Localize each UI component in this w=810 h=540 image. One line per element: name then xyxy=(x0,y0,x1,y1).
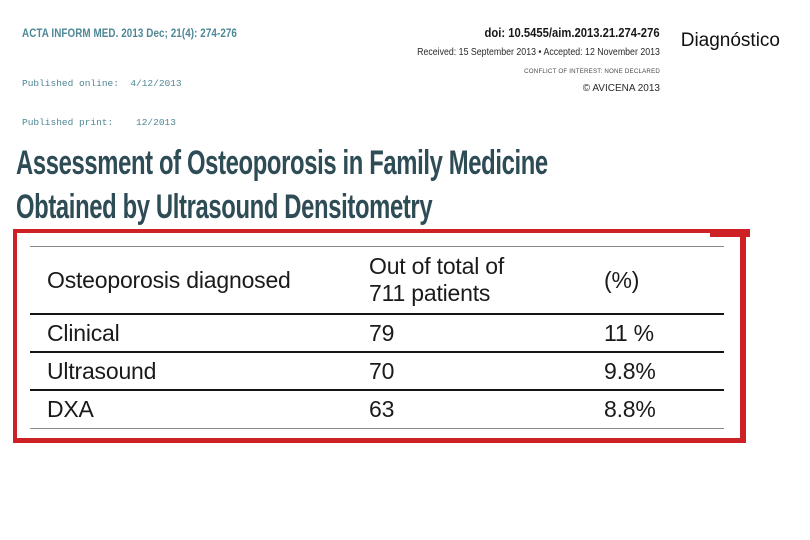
annotation-red-box: Osteoporosis diagnosed Out of total of 7… xyxy=(13,229,750,443)
row-count: 79 xyxy=(369,319,395,346)
published-print-line: Published print: 12/2013 xyxy=(22,117,176,128)
article-title-line2: Obtained by Ultrasound Densitometry xyxy=(16,188,433,226)
published-online-line: Published online: 4/12/2013 xyxy=(22,78,182,89)
annotation-red-box-notch xyxy=(710,229,750,237)
row-percent: 9.8% xyxy=(604,357,656,384)
row-count: 63 xyxy=(369,396,395,422)
journal-citation: ACTA INFORM MED. 2013 Dec; 21(4): 274-27… xyxy=(22,26,237,40)
results-table: Osteoporosis diagnosed Out of total of 7… xyxy=(30,246,724,429)
article-title: Assessment of Osteoporosis in Family Med… xyxy=(16,141,776,229)
journal-header-right: doi: 10.5455/aim.2013.21.274-276 Receive… xyxy=(360,24,660,96)
table-row-ultrasound: Ultrasound 70 9.8% xyxy=(30,353,724,391)
header-cell-total: Out of total of 711 patients xyxy=(369,253,505,306)
journal-header-left: ACTA INFORM MED. 2013 Dec; 21(4): 274-27… xyxy=(22,24,284,155)
header-cell-diagnosed: Osteoporosis diagnosed xyxy=(47,266,291,293)
received-accepted-line: Received: 15 September 2013 • Accepted: … xyxy=(417,47,660,58)
header-cell-percent: (%) xyxy=(604,266,640,293)
copyright-line: © AVICENA 2013 xyxy=(582,83,660,94)
table-header-row: Osteoporosis diagnosed Out of total of 7… xyxy=(30,246,724,315)
table-row-clinical: Clinical 79 11 % xyxy=(30,315,724,353)
doi-line: doi: 10.5455/aim.2013.21.274-276 xyxy=(484,26,660,40)
row-count: 70 xyxy=(369,357,395,384)
conflict-of-interest-line: CONFLICT OF INTEREST: NONE DECLARED xyxy=(524,68,660,75)
row-label: Ultrasound xyxy=(47,357,157,384)
table-row-dxa: DXA 63 8.8% xyxy=(30,391,724,429)
row-percent: 11 % xyxy=(604,319,654,346)
row-label: DXA xyxy=(47,396,94,422)
row-percent: 8.8% xyxy=(604,396,656,422)
article-title-line1: Assessment of Osteoporosis in Family Med… xyxy=(16,144,548,182)
row-label: Clinical xyxy=(47,319,120,346)
slide-topic-label: Diagnóstico xyxy=(680,30,780,51)
